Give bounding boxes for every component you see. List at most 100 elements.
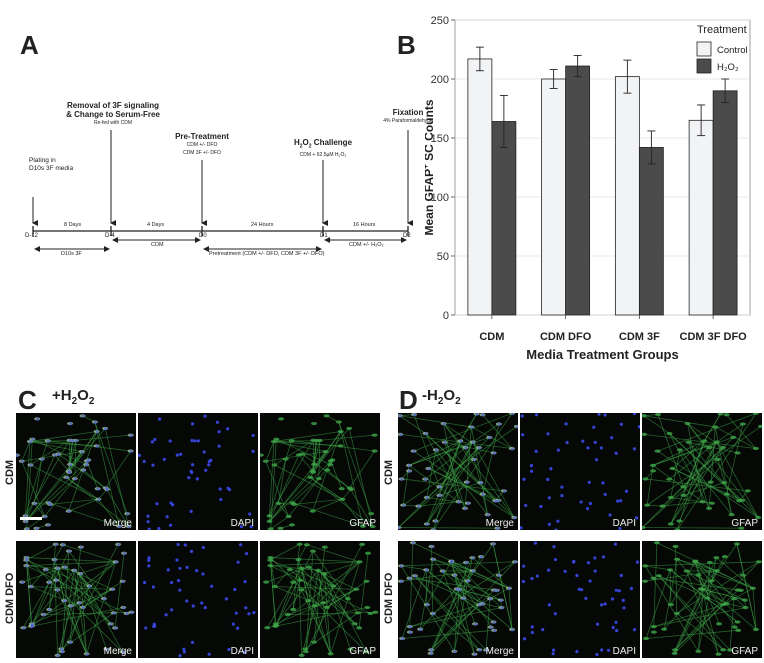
panel-c-row-label-cdm-dfo: CDM DFO (4, 572, 16, 624)
dapi-nucleus (408, 625, 412, 629)
gfap-cell (305, 599, 312, 603)
dapi-nucleus (533, 541, 538, 545)
media-label-1: D10s 3F (61, 251, 82, 257)
dapi-nucleus (53, 558, 57, 562)
gfap-cell (335, 420, 342, 424)
dapi-nucleus (202, 450, 206, 454)
dapi-nucleus (79, 572, 83, 576)
dapi-nucleus (600, 648, 604, 652)
dapi-nucleus (203, 414, 207, 418)
dapi-nucleus (57, 452, 61, 456)
gfap-cell (744, 489, 751, 493)
gfap-process (317, 570, 334, 587)
gfap-process (400, 570, 473, 582)
gfap-cell (727, 648, 734, 652)
dapi-nucleus (481, 492, 485, 497)
dapi-nucleus (581, 439, 585, 443)
gfap-cell (672, 544, 679, 549)
gfap-process (26, 561, 116, 567)
interval-label-4: 16 Hours (353, 222, 376, 228)
dapi-nucleus (632, 413, 637, 416)
bar-cdm-3f-dfo-h2o2 (712, 90, 738, 316)
gfap-process (25, 451, 82, 522)
dapi-nucleus (407, 464, 412, 468)
dapi-nucleus (449, 560, 454, 564)
dapi-nucleus (122, 606, 126, 610)
gfap-cell (322, 450, 329, 454)
dapi-nucleus (471, 569, 475, 573)
dapi-nucleus (553, 557, 558, 562)
gfap-cell (738, 526, 745, 530)
dapi-nucleus (151, 463, 155, 467)
dapi-nucleus (610, 597, 615, 601)
dapi-nucleus (434, 448, 438, 452)
dapi-nucleus (530, 625, 534, 629)
x-tick-label: CDM (479, 331, 504, 343)
gfap-process (489, 587, 510, 600)
dapi-nucleus (81, 414, 85, 418)
gfap-process (652, 440, 705, 466)
gfap-cell (667, 522, 674, 526)
dapi-nucleus (178, 654, 182, 658)
dapi-nucleus (464, 446, 468, 450)
gfap-process (114, 553, 125, 628)
y-tick-label: 50 (437, 251, 449, 263)
gfap-process (726, 423, 744, 495)
gfap-process (433, 413, 513, 530)
dapi-nucleus (67, 469, 71, 473)
gfap-process (54, 559, 59, 656)
gfap-process (704, 413, 721, 442)
gfap-process (25, 454, 56, 522)
dapi-nucleus (125, 612, 129, 616)
dapi-nucleus (580, 588, 584, 592)
dapi-nucleus (43, 515, 47, 519)
gfap-cell (267, 555, 274, 560)
dapi-nucleus (513, 516, 517, 520)
dapi-nucleus (515, 425, 518, 429)
gfap-process (313, 585, 334, 643)
dapi-nucleus (601, 481, 605, 485)
panel-letter-c: C (18, 385, 37, 415)
dapi-nucleus (614, 620, 618, 624)
dapi-nucleus (150, 440, 154, 444)
gfap-process (472, 423, 500, 443)
gfap-cell (363, 650, 370, 654)
gfap-process (310, 477, 373, 527)
gfap-process (273, 441, 341, 447)
gfap-process (30, 439, 70, 466)
dapi-nucleus (619, 573, 623, 578)
media-label-2: CDM (151, 242, 164, 248)
gfap-cell (713, 556, 720, 560)
gfap-process (69, 585, 90, 643)
gfap-process (432, 558, 473, 572)
gfap-cell (684, 421, 691, 426)
gfap-cell (305, 565, 312, 569)
micrograph-c-cdm-dapi: DAPI (138, 413, 258, 530)
dapi-nucleus (529, 464, 534, 468)
dapi-nucleus (60, 647, 64, 651)
dapi-nucleus (30, 622, 34, 626)
gfap-cell (298, 588, 305, 592)
dapi-nucleus (251, 449, 255, 453)
gfap-cell (290, 607, 297, 612)
gfap-process (644, 565, 699, 652)
gfap-cell (296, 542, 303, 546)
micrograph-image (263, 542, 379, 657)
dapi-nucleus (492, 451, 496, 455)
gfap-cell (321, 545, 328, 549)
gfap-cell (721, 555, 728, 559)
gfap-cell (650, 630, 657, 634)
dapi-nucleus (24, 520, 28, 524)
gfap-process (34, 503, 45, 517)
gfap-process (265, 441, 275, 462)
dapi-nucleus (201, 572, 205, 576)
dapi-nucleus (617, 589, 621, 593)
gfap-cell (298, 566, 305, 570)
dapi-nucleus (400, 564, 404, 568)
dapi-nucleus (203, 606, 207, 610)
legend-swatch-control (696, 41, 712, 57)
dapi-nucleus (619, 422, 624, 426)
dapi-nucleus (491, 542, 496, 546)
dapi-nucleus (551, 648, 556, 652)
gfap-process (66, 477, 129, 527)
